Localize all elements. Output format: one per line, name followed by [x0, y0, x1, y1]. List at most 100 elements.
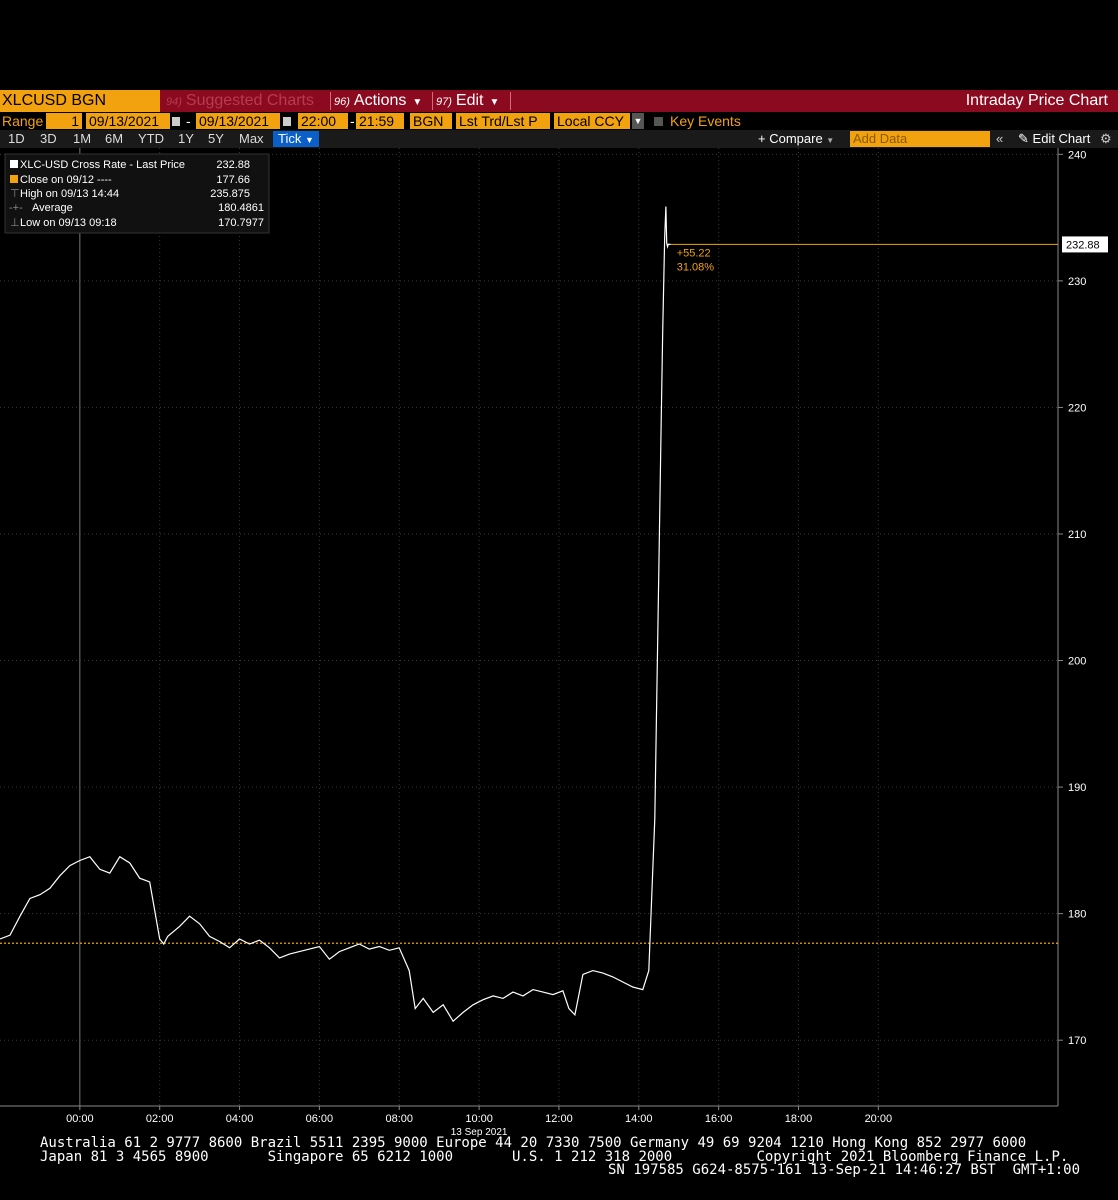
period-max[interactable]: Max [239, 131, 264, 146]
date-separator: - [186, 113, 191, 129]
currency-input[interactable]: Local CCY [554, 113, 630, 129]
last-price-label: 232.88 [1066, 239, 1100, 251]
vertical-gridlines [79, 148, 879, 1106]
footer-session-line: SN 197585 G624-8575-161 13-Sep-21 14:46:… [608, 1162, 1081, 1178]
legend-value: 235.875 [210, 188, 250, 200]
edit-chart-label: Edit Chart [1032, 131, 1091, 146]
legend-label: Average [32, 202, 73, 214]
suggested-charts-label: Suggested Charts [185, 92, 314, 109]
period-tick[interactable]: Tick ▼ [273, 131, 319, 147]
legend-value: 177.66 [216, 174, 250, 186]
add-data-input[interactable]: Add Data [850, 131, 990, 147]
legend-label: XLC-USD Cross Rate - Last Price [20, 159, 185, 171]
calendar-icon[interactable] [172, 117, 180, 126]
end-date-input[interactable]: 09/13/2021 [196, 113, 280, 129]
period-5y[interactable]: 5Y [208, 131, 224, 146]
y-tick-label: 210 [1068, 529, 1086, 541]
x-tick-label: 10:00 [465, 1113, 493, 1125]
low-marker-icon: ⊥ [10, 217, 20, 229]
range-label: Range [2, 113, 44, 129]
legend-value: 180.4861 [218, 202, 264, 214]
high-marker-icon: ⊤ [10, 188, 20, 200]
period-6m[interactable]: 6M [105, 131, 124, 146]
price-chart: 170 180 190 200 210 220 230 240 00:00 02:00 04:00… [0, 148, 1118, 1138]
period-1y[interactable]: 1Y [178, 131, 194, 146]
y-tick-label: 190 [1068, 782, 1086, 794]
gear-icon[interactable]: ⚙ [1100, 131, 1112, 146]
toolbar-divider [330, 92, 331, 110]
chevron-down-icon: ▼ [489, 97, 500, 108]
security-ticker[interactable]: XLCUSD BGN Curncy [0, 90, 160, 131]
edit-number: 97) [436, 96, 452, 108]
legend-label: Close on 09/12 ---- [20, 174, 112, 186]
price-line [0, 206, 671, 1023]
y-tick-label: 170 [1068, 1035, 1086, 1047]
actions-number: 96) [334, 96, 350, 108]
price-change-pct-label: 31.08% [677, 261, 715, 273]
price-series [0, 206, 671, 1023]
x-axis-ticks: 00:00 02:00 04:00 06:00 08:00 10:00 12:00 14:00… [66, 1106, 892, 1125]
y-axis-ticks: 170 180 190 200 210 220 230 240 [1058, 149, 1086, 1047]
legend-label: High on 09/13 14:44 [20, 188, 119, 200]
x-tick-label: 04:00 [226, 1113, 254, 1125]
x-tick-label: 14:00 [625, 1113, 653, 1125]
period-1m[interactable]: 1M [73, 131, 92, 146]
footer-contacts-line: Australia 61 2 9777 8600 Brazil 5511 239… [40, 1135, 1027, 1151]
legend-swatch-last [10, 160, 18, 168]
legend-value: 232.88 [216, 159, 250, 171]
edit-chart-button[interactable]: ✎ Edit Chart [1018, 131, 1090, 147]
x-tick-label: 20:00 [865, 1113, 893, 1125]
compare-label: + Compare [758, 131, 823, 146]
y-tick-label: 230 [1068, 276, 1086, 288]
start-time-input[interactable]: 22:00 [298, 113, 348, 129]
date-label: 13 Sep 2021 [451, 1127, 508, 1138]
legend-value: 170.7977 [218, 217, 264, 229]
pencil-icon: ✎ [1018, 131, 1029, 146]
x-tick-label: 16:00 [705, 1113, 733, 1125]
range-toolbar: Range 1 09/13/2021 - 09/13/2021 22:00 - … [0, 112, 1118, 130]
suggested-charts-menu[interactable]: 94) Suggested Charts [166, 90, 314, 112]
range-value-input[interactable]: 1 [46, 113, 82, 129]
suggested-charts-number: 94) [166, 96, 182, 108]
key-events-checkbox[interactable] [654, 117, 663, 126]
y-tick-label: 240 [1068, 149, 1086, 161]
actions-menu[interactable]: 96) Actions ▼ [334, 90, 422, 112]
period-toolbar: 1D 3D 1M 6M YTD 1Y 5Y Max Tick ▼ + Compa… [0, 130, 1118, 148]
edit-label: Edit [455, 92, 484, 109]
chevron-down-icon[interactable]: ▼ [632, 113, 644, 129]
source-input[interactable]: BGN [410, 113, 452, 129]
y-tick-label: 180 [1068, 909, 1086, 921]
legend: XLC-USD Cross Rate - Last Price 232.88 C… [4, 153, 270, 234]
x-tick-label: 08:00 [385, 1113, 413, 1125]
last-price-box [1062, 236, 1108, 253]
compare-button[interactable]: + Compare ▼ [758, 131, 834, 147]
rewind-icon[interactable]: « [996, 131, 1004, 146]
chevron-down-icon: ▼ [412, 97, 423, 108]
toolbar-divider [510, 92, 511, 110]
y-tick-label: 200 [1068, 656, 1086, 668]
edit-menu[interactable]: 97) Edit ▼ [436, 90, 499, 112]
function-toolbar: XLCUSD BGN Curncy 94)Suggested Charts 96… [0, 90, 1118, 131]
period-1d[interactable]: 1D [8, 131, 25, 146]
key-events-label: Key Events [670, 113, 741, 129]
x-tick-label: 02:00 [146, 1113, 174, 1125]
period-3d[interactable]: 3D [40, 131, 57, 146]
start-date-input[interactable]: 09/13/2021 [86, 113, 170, 129]
chevron-down-icon: ▼ [304, 135, 314, 145]
x-tick-label: 00:00 [66, 1113, 94, 1125]
actions-label: Actions [353, 92, 407, 109]
page-title: Intraday Price Chart [965, 92, 1108, 109]
end-time-input[interactable]: 21:59 [356, 113, 404, 129]
toolbar-divider [432, 92, 433, 110]
chevron-down-icon: ▼ [826, 136, 835, 145]
x-tick-label: 12:00 [545, 1113, 573, 1125]
period-ytd[interactable]: YTD [138, 131, 164, 146]
x-tick-label: 06:00 [306, 1113, 334, 1125]
y-tick-label: 220 [1068, 402, 1086, 414]
average-marker-icon: -+- [9, 202, 23, 214]
price-type-input[interactable]: Lst Trd/Lst P [456, 113, 550, 129]
calendar-icon[interactable] [283, 117, 291, 126]
legend-label: Low on 09/13 09:18 [20, 217, 117, 229]
x-tick-label: 18:00 [785, 1113, 813, 1125]
footer-contacts-line: Japan 81 3 4565 8900 Singapore 65 6212 1… [40, 1149, 1069, 1165]
